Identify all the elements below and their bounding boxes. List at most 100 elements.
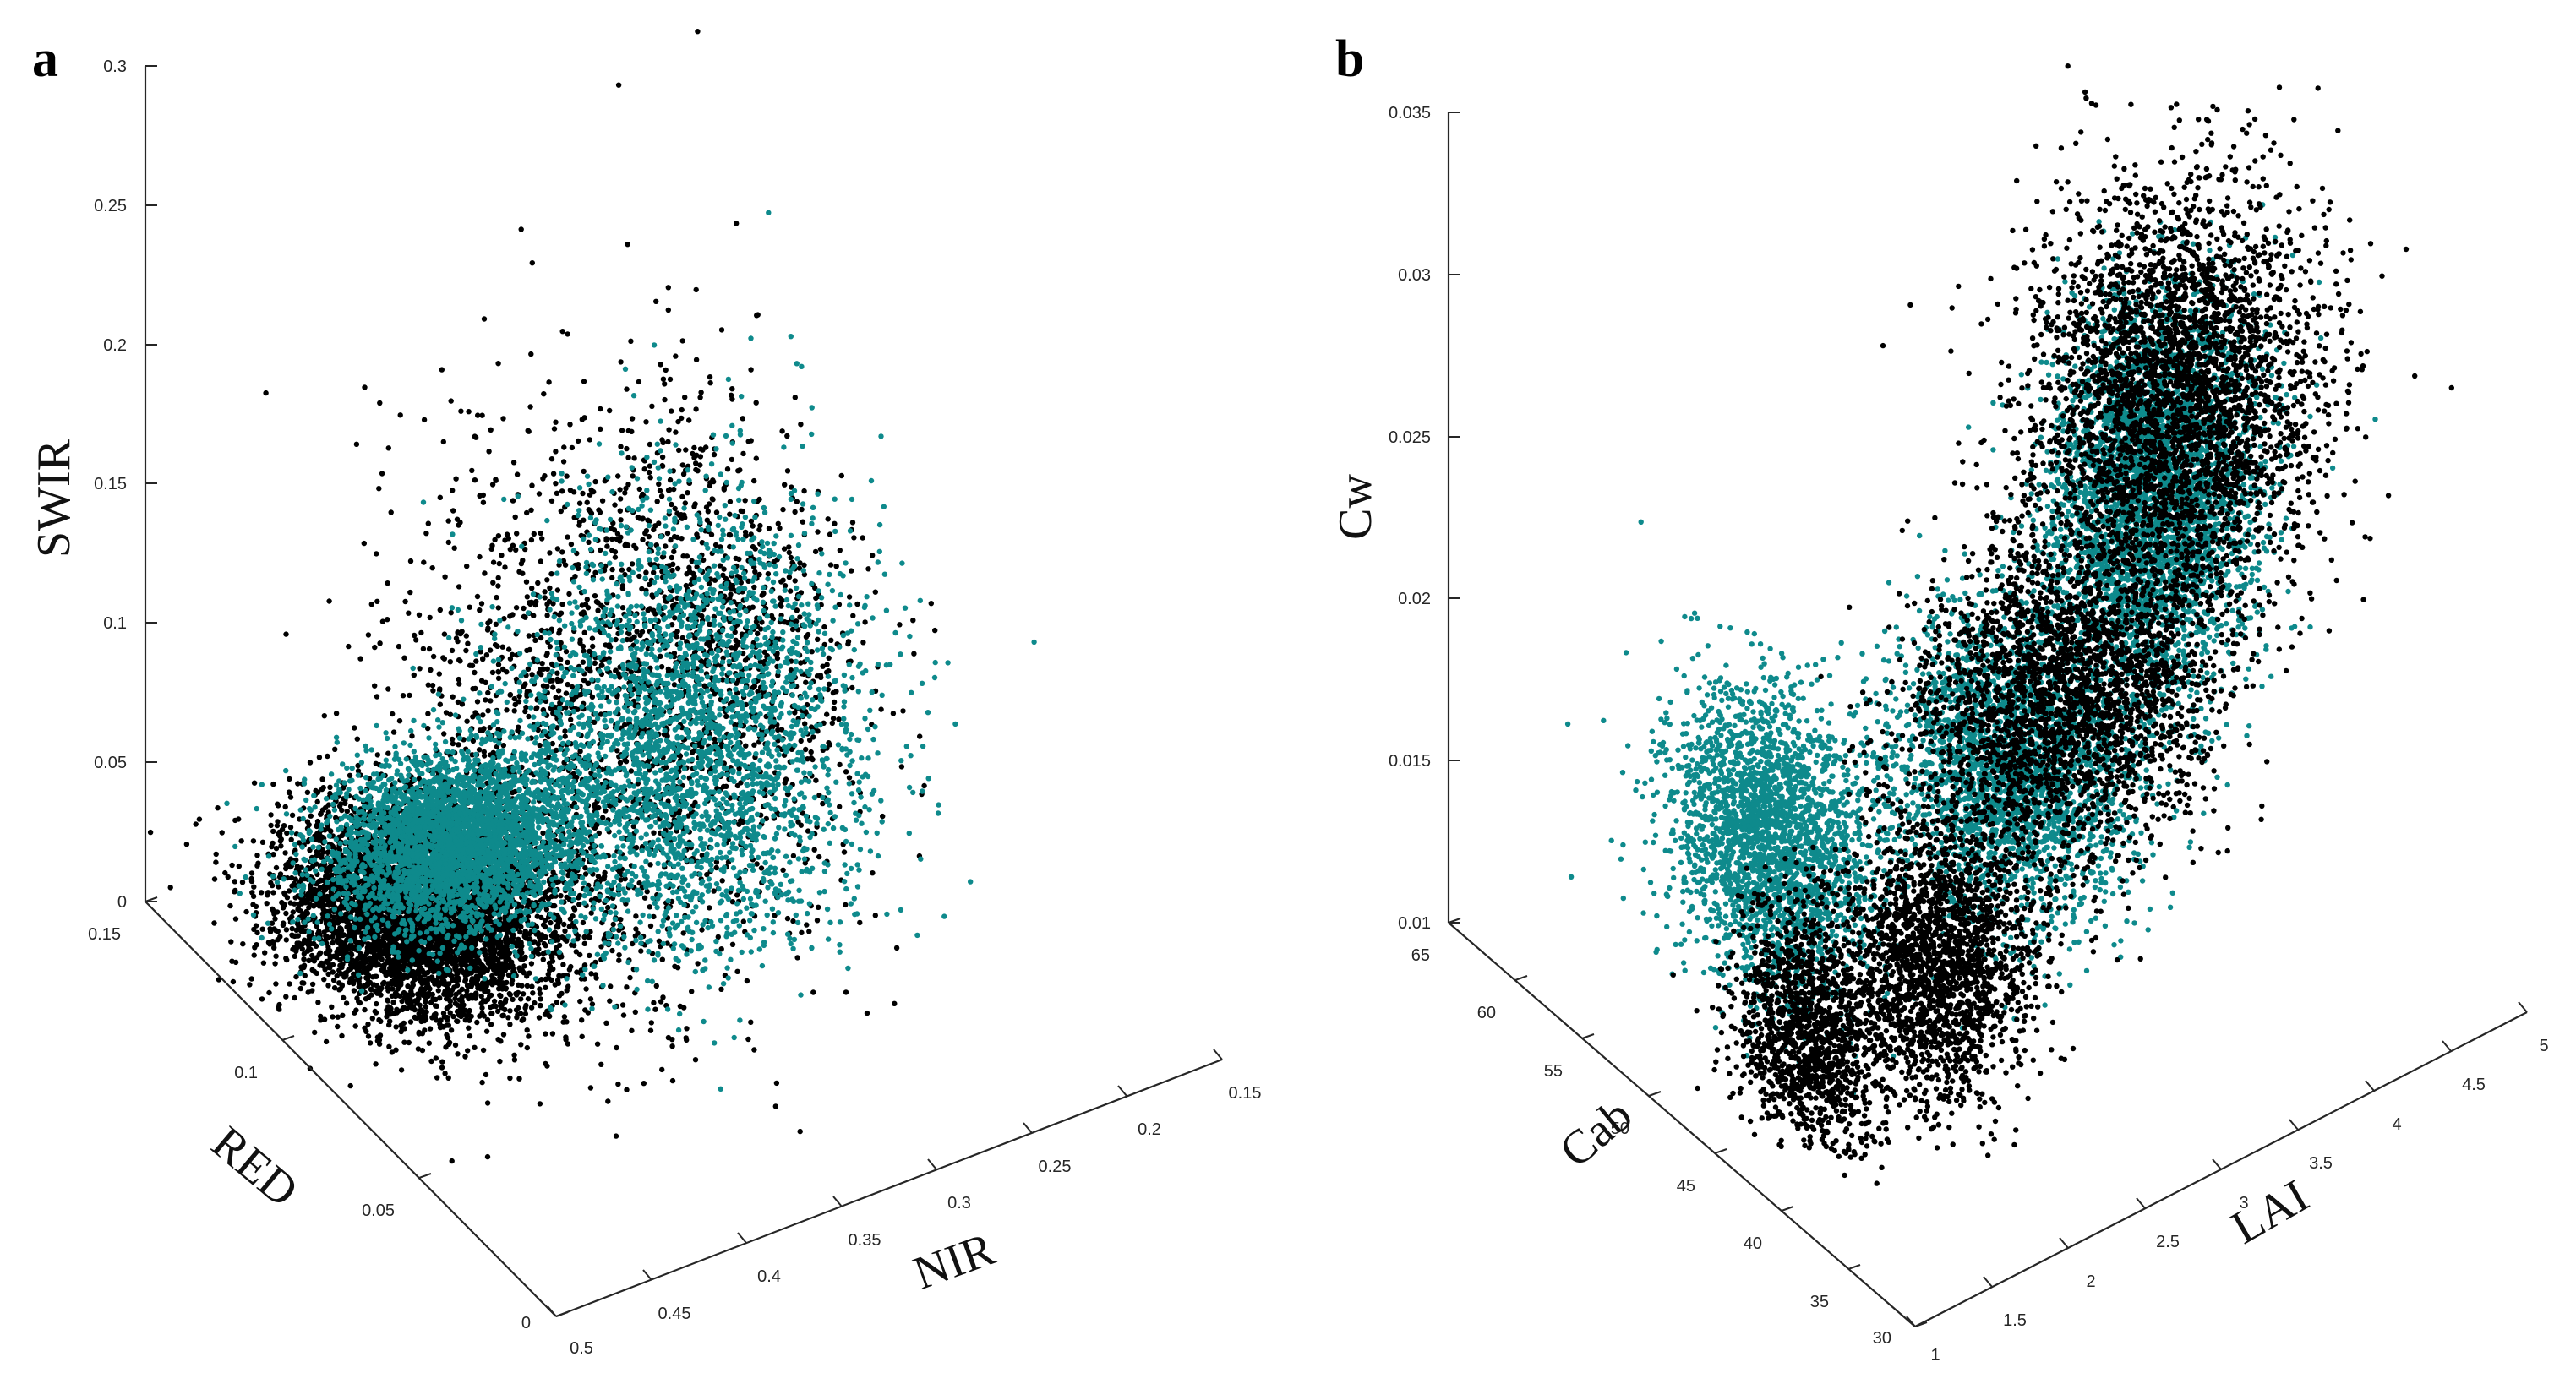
data-point	[317, 900, 324, 906]
data-point	[309, 988, 315, 994]
data-point	[312, 1029, 318, 1036]
data-point	[280, 905, 287, 911]
data-point	[357, 951, 364, 957]
data-point	[374, 973, 379, 979]
data-point	[364, 967, 370, 974]
data-point	[362, 1025, 368, 1032]
data-point	[547, 967, 553, 973]
data-point	[416, 1031, 422, 1037]
data-point	[292, 933, 297, 940]
data-point	[491, 958, 497, 964]
data-point	[507, 1008, 513, 1014]
data-point	[549, 1031, 556, 1037]
data-point	[356, 999, 362, 1005]
data-point	[268, 822, 274, 829]
data-point	[301, 964, 307, 971]
data-point	[331, 985, 338, 991]
data-point	[468, 1013, 474, 1020]
data-point	[496, 940, 502, 946]
data-point	[478, 993, 484, 1000]
data-point	[351, 988, 357, 994]
data-point	[393, 1024, 399, 1030]
data-point	[239, 880, 246, 885]
data-point	[456, 1012, 462, 1018]
data-point	[355, 956, 361, 962]
data-point	[439, 1059, 445, 1065]
data-point	[369, 958, 375, 964]
data-point	[563, 1037, 569, 1043]
data-point	[374, 752, 380, 758]
data-point	[465, 1048, 471, 1054]
data-point	[685, 490, 690, 496]
data-point	[398, 1067, 405, 1073]
data-point	[385, 936, 391, 942]
data-point	[376, 988, 382, 994]
data-point	[251, 884, 257, 890]
data-point	[556, 973, 562, 979]
data-point	[560, 962, 566, 967]
data-point	[587, 952, 592, 959]
data-point	[459, 997, 465, 1003]
data-point	[480, 963, 486, 969]
data-point	[301, 956, 307, 962]
data-point	[401, 1005, 407, 1011]
data-point	[445, 1075, 451, 1082]
data-point	[587, 934, 592, 940]
data-point	[334, 949, 340, 955]
data-point	[321, 1016, 328, 1022]
data-point	[289, 812, 296, 818]
data-point	[387, 965, 393, 972]
data-point	[287, 794, 294, 800]
data-point	[321, 977, 327, 983]
data-point	[277, 934, 283, 940]
data-point	[292, 953, 297, 960]
data-point	[266, 989, 272, 996]
data-point	[325, 983, 331, 989]
data-point	[434, 1075, 440, 1081]
data-point	[365, 973, 372, 978]
data-point	[295, 905, 301, 912]
data-point	[538, 558, 543, 564]
data-point	[610, 921, 616, 928]
data-point	[561, 921, 567, 928]
data-point	[475, 968, 482, 974]
data-point	[247, 982, 253, 988]
data-point	[243, 908, 249, 915]
data-point	[522, 1005, 528, 1011]
data-point	[264, 901, 270, 907]
data-point	[311, 958, 317, 964]
data-point	[341, 974, 347, 980]
data-point	[305, 942, 311, 948]
data-point	[374, 983, 380, 989]
data-point	[251, 780, 258, 786]
data-point	[459, 956, 465, 963]
data-point	[521, 963, 527, 969]
data-point	[412, 1006, 418, 1013]
data-point	[488, 1011, 494, 1016]
data-point	[567, 916, 574, 922]
data-point	[608, 983, 614, 989]
data-point	[577, 998, 583, 1005]
data-point	[268, 812, 274, 818]
data-point	[388, 1006, 394, 1012]
data-point	[259, 839, 266, 845]
data-point	[546, 975, 552, 981]
data-point	[330, 940, 336, 946]
data-point	[363, 958, 369, 965]
data-point	[410, 982, 416, 989]
data-point	[335, 1023, 341, 1030]
data-point	[484, 1153, 491, 1160]
data-point	[347, 772, 353, 778]
data-point	[514, 1015, 520, 1021]
data-point	[225, 874, 231, 880]
data-point	[287, 789, 292, 796]
data-point	[510, 996, 516, 1003]
data-point	[461, 951, 467, 957]
data-point	[311, 903, 317, 909]
data-point	[641, 895, 648, 901]
data-point	[499, 1001, 505, 1008]
panel-a-series-black	[147, 29, 938, 1164]
data-point	[236, 816, 242, 822]
data-point	[524, 983, 531, 989]
data-point	[283, 994, 289, 1000]
